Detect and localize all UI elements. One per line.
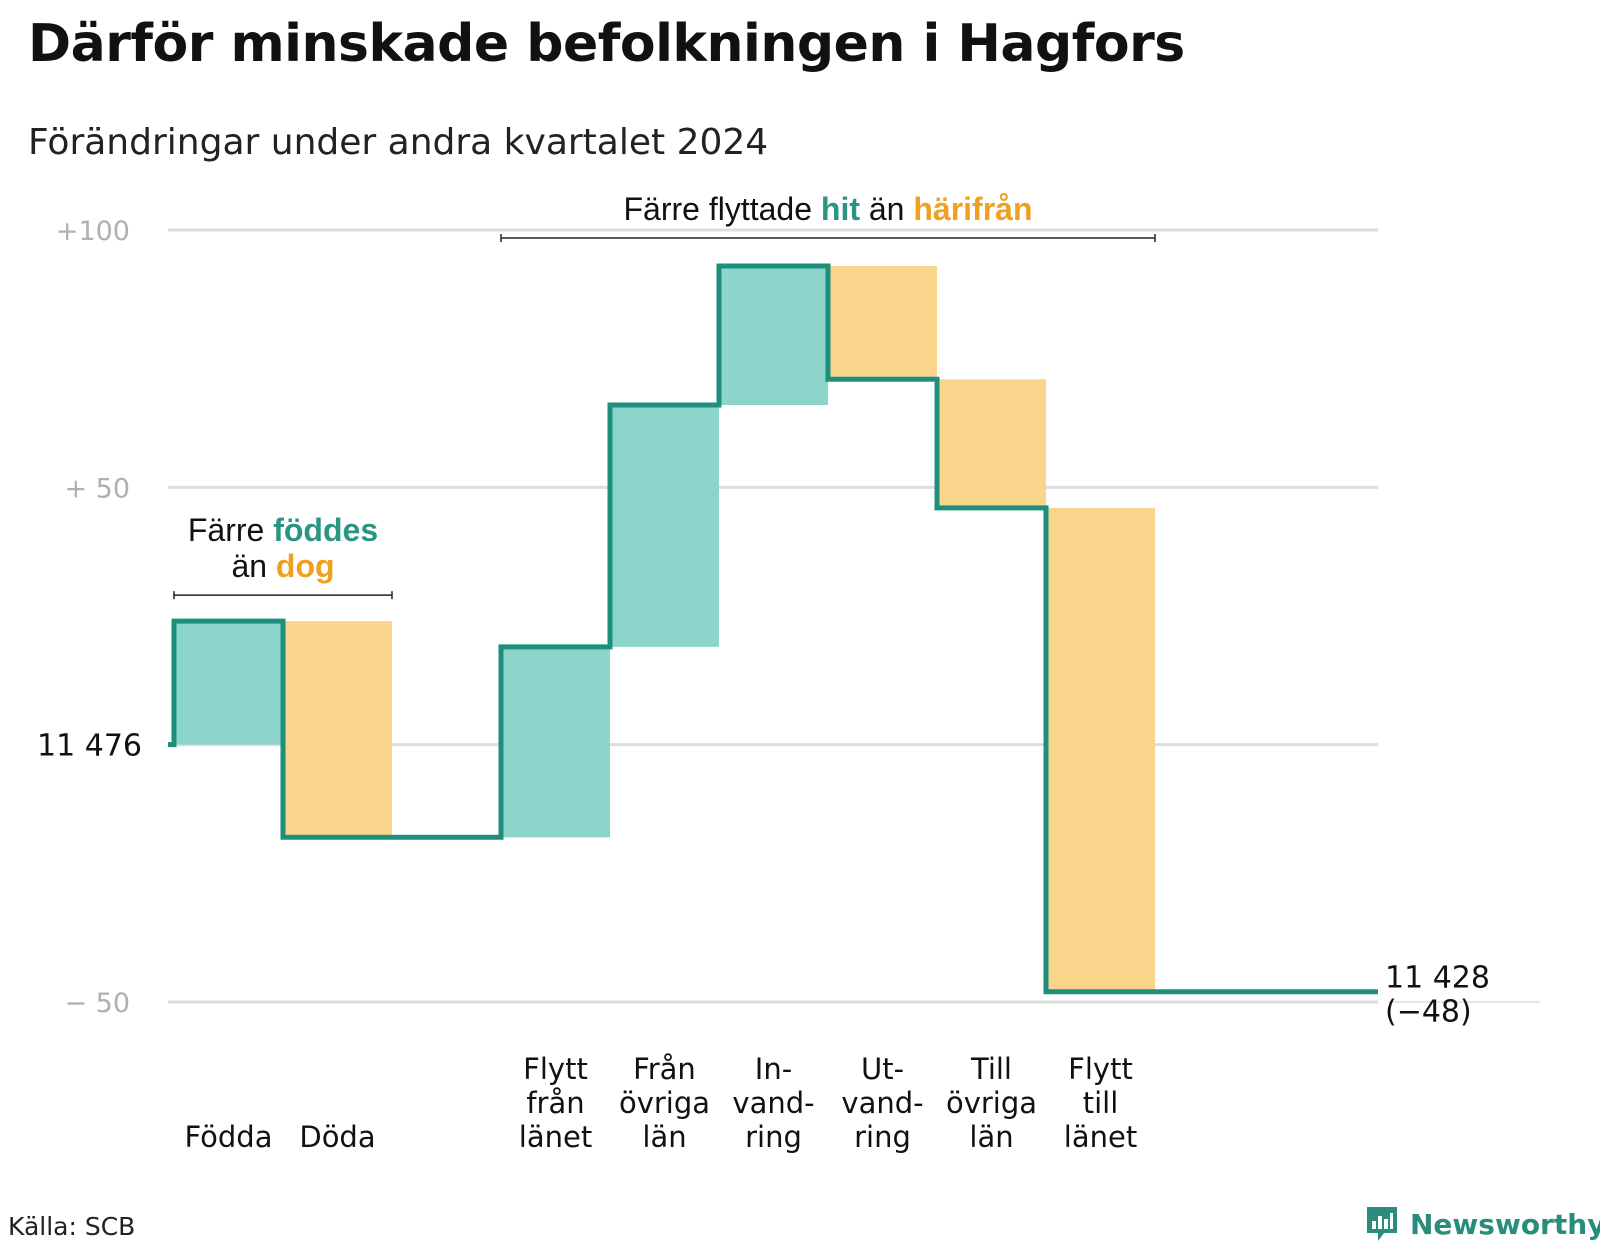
- chart-title: Därför minskade befolkningen i Hagfors: [28, 14, 1185, 74]
- category-label: från: [526, 1086, 584, 1120]
- annotation-segment: än: [231, 548, 275, 584]
- source-note: Källa: SCB: [8, 1212, 136, 1241]
- annotation-segment: härifrån: [913, 191, 1032, 227]
- annotation-segment: Färre: [188, 512, 273, 548]
- chart-subtitle: Förändringar under andra kvartalet 2024: [28, 122, 769, 163]
- category-label: ring: [854, 1120, 911, 1154]
- category-label: In-: [755, 1052, 792, 1086]
- category-label: Födda: [185, 1120, 273, 1154]
- bar-chart-icon: [1367, 1207, 1397, 1241]
- bar-flytt-från-länet: [501, 646, 610, 838]
- category-label: län: [642, 1120, 686, 1154]
- category-label: länet: [1064, 1120, 1137, 1154]
- category-label: övriga: [619, 1086, 710, 1120]
- bar-flytt-till-länet: [1046, 507, 1155, 992]
- annotation-text: Färre flyttade hit än härifrån: [623, 191, 1032, 227]
- annotation-segment: hit: [821, 191, 860, 227]
- bar-invandring: [719, 266, 828, 405]
- category-label: till: [1083, 1086, 1119, 1120]
- y-tick-label: +100: [56, 216, 130, 247]
- brand-name: Newsworthy: [1410, 1207, 1600, 1241]
- category-label: länet: [519, 1120, 592, 1154]
- category-label: övriga: [946, 1086, 1037, 1120]
- category-label: Flytt: [523, 1052, 588, 1086]
- bar-döda: [283, 621, 392, 838]
- bar-från-övriga-län: [610, 404, 719, 647]
- category-label: Från: [633, 1052, 696, 1086]
- category-label: ring: [745, 1120, 802, 1154]
- annotation-segment: föddes: [273, 512, 378, 548]
- annotation-text: än dog: [231, 548, 334, 584]
- end-value-label: 11 428: [1385, 961, 1490, 996]
- bar-till-övriga-län: [937, 379, 1046, 508]
- end-change-label: (−48): [1385, 995, 1472, 1030]
- category-label: vand-: [841, 1086, 923, 1120]
- annotation-segment: dog: [276, 548, 335, 584]
- annotation-segment: Färre flyttade: [623, 191, 820, 227]
- category-label: vand-: [732, 1086, 814, 1120]
- category-label: Till: [970, 1052, 1012, 1086]
- brand-logo: Newsworthy: [1364, 1204, 1600, 1244]
- annotation-text: Färre föddes: [188, 512, 378, 548]
- start-value-label: 11 476: [37, 729, 142, 764]
- category-label: Ut-: [861, 1052, 904, 1086]
- cumulative-step-line: [168, 263, 1378, 995]
- y-tick-label: − 50: [64, 988, 130, 1019]
- bar-födda: [174, 621, 283, 745]
- category-label: Döda: [299, 1120, 375, 1154]
- category-label: län: [969, 1120, 1013, 1154]
- category-label: Flytt: [1068, 1052, 1133, 1086]
- bar-utvandring: [828, 266, 937, 380]
- y-tick-label: + 50: [64, 473, 130, 504]
- annotation-segment: än: [860, 191, 913, 227]
